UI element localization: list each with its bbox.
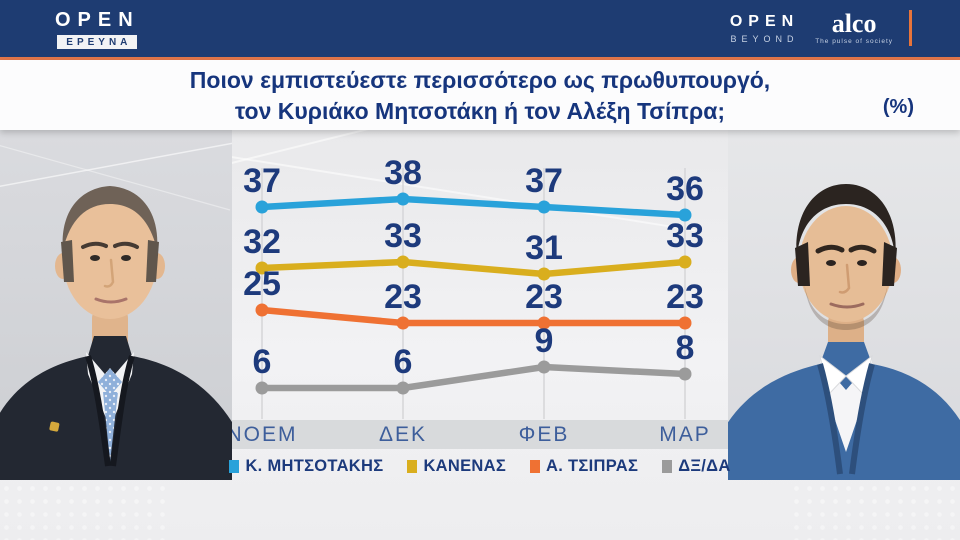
svg-text:ΦΕΒ: ΦΕΒ <box>519 423 570 446</box>
svg-text:31: 31 <box>525 229 563 267</box>
open-beyond-logo: OPEN BEYOND <box>730 13 799 44</box>
svg-text:6: 6 <box>394 343 413 381</box>
legend-color-swatch <box>407 459 418 473</box>
svg-text:37: 37 <box>525 162 563 200</box>
svg-text:9: 9 <box>535 322 554 360</box>
alco-tagline: The pulse of society <box>815 37 893 45</box>
svg-text:ΝΟΕΜ: ΝΟΕΜ <box>227 423 298 446</box>
svg-text:8: 8 <box>676 329 695 367</box>
svg-text:ΔΕΚ: ΔΕΚ <box>379 423 427 446</box>
legend-label: Α. ΤΣΙΠΡΑΣ <box>546 456 639 475</box>
svg-text:36: 36 <box>666 170 704 208</box>
header-right-logos: OPEN BEYOND alco The pulse of society <box>730 10 912 46</box>
legend-color-swatch <box>229 459 240 473</box>
question-line-2: τον Κυριάκο Μητσοτάκη ή τον Αλέξη Τσίπρα… <box>234 98 726 124</box>
legend-item: ΔΞ/ΔΑ <box>662 457 730 476</box>
chart-area: 37 38 37 36 32 33 31 33 25 23 23 23 6 6 9 8 ΝΟΕΜ ΔΕΚ ΦΕΒ ΜΑ… <box>0 77 960 540</box>
alco-text: alco <box>831 8 877 38</box>
portrait-left-illustration <box>0 130 232 480</box>
portrait-tsipras-photo <box>728 130 960 480</box>
svg-text:33: 33 <box>666 217 704 255</box>
question-line-1: Ποιον εμπιστεύεστε περισσότερο ως πρωθυπ… <box>189 67 771 93</box>
legend-color-swatch <box>662 459 673 473</box>
legend-item: Κ. ΜΗΤΣΟΤΑΚΗΣ <box>229 457 383 476</box>
legend-item: Α. ΤΣΙΠΡΑΣ <box>530 457 638 476</box>
svg-text:37: 37 <box>243 162 281 200</box>
question-title-band: Ποιον εμπιστεύεστε περισσότερο ως πρωθυπ… <box>0 60 960 130</box>
legend-color-swatch <box>530 459 541 473</box>
svg-text:23: 23 <box>666 278 704 316</box>
svg-text:23: 23 <box>525 278 563 316</box>
open-logo-text: OPEN <box>55 9 140 31</box>
svg-text:38: 38 <box>384 154 422 192</box>
svg-text:23: 23 <box>384 278 422 316</box>
alco-logo: alco The pulse of society <box>815 8 893 45</box>
legend-item: ΚΑΝΕΝΑΣ <box>407 457 506 476</box>
ereyna-badge: ΕΡΕΥΝΑ <box>57 35 138 49</box>
open-ereyna-logo: OPEN ΕΡΕΥΝΑ <box>55 9 140 50</box>
svg-text:25: 25 <box>243 265 281 303</box>
legend-label: Κ. ΜΗΤΣΟΤΑΚΗΣ <box>245 456 384 475</box>
svg-text:ΜΑΡ: ΜΑΡ <box>659 423 711 446</box>
open-beyond-text: OPEN <box>729 12 800 30</box>
header-bar: OPEN ΕΡΕΥΝΑ OPEN BEYOND alco The pulse o… <box>0 0 960 60</box>
orange-divider-bar <box>909 10 912 46</box>
legend-label: ΔΞ/ΔΑ <box>678 456 731 475</box>
portrait-mitsotakis-photo <box>0 130 232 480</box>
chart-legend: Κ. ΜΗΤΣΟΤΑΚΗΣ ΚΑΝΕΝΑΣ Α. ΤΣΙΠΡΑΣ ΔΞ/ΔΑ <box>229 452 730 480</box>
svg-text:6: 6 <box>253 343 272 381</box>
beyond-subtext: BEYOND <box>730 33 799 44</box>
svg-text:33: 33 <box>384 217 422 255</box>
portrait-right-illustration <box>728 130 960 480</box>
legend-label: ΚΑΝΕΝΑΣ <box>423 456 507 475</box>
svg-text:32: 32 <box>243 223 281 261</box>
percent-unit-label: (%) <box>882 96 914 118</box>
